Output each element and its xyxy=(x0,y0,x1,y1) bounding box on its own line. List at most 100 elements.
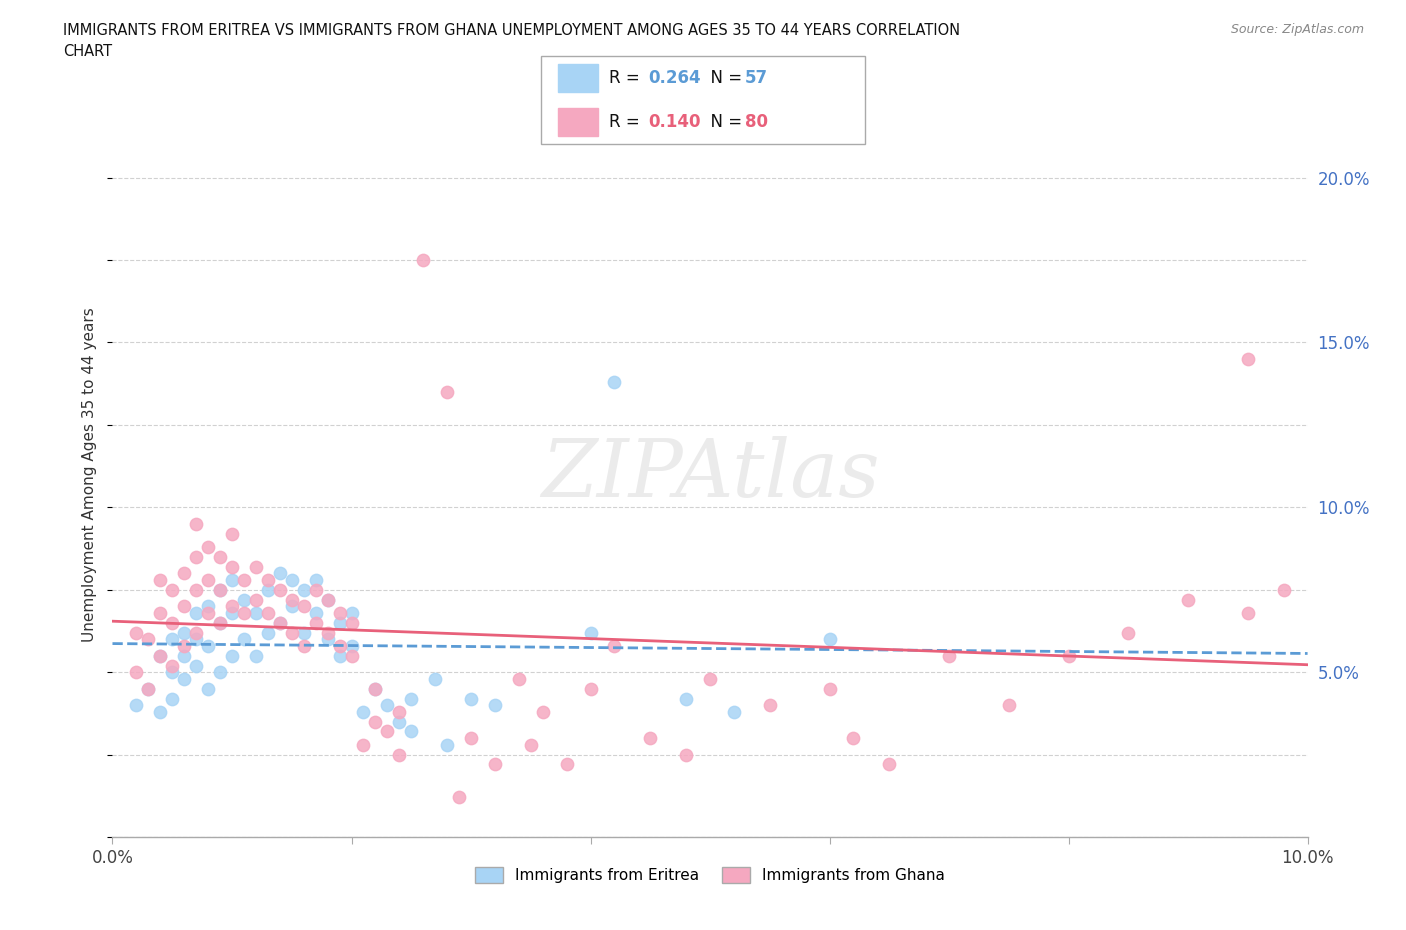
Point xyxy=(316,631,339,646)
Point xyxy=(245,592,267,607)
Point xyxy=(329,616,352,631)
Point xyxy=(209,550,232,565)
Point xyxy=(436,384,458,399)
Point xyxy=(818,681,841,696)
Text: 57: 57 xyxy=(745,69,768,86)
Point xyxy=(281,592,304,607)
Point xyxy=(353,704,375,719)
Point xyxy=(221,599,243,614)
Text: ZIPAtlas: ZIPAtlas xyxy=(541,435,879,513)
Point xyxy=(162,631,183,646)
Point xyxy=(340,638,363,653)
Point xyxy=(484,757,506,772)
Point xyxy=(173,599,195,614)
Point xyxy=(197,681,219,696)
Point xyxy=(281,625,304,640)
Point xyxy=(520,737,543,752)
Point xyxy=(197,572,219,587)
Point xyxy=(353,737,375,752)
Point xyxy=(162,582,183,597)
Point xyxy=(305,605,328,620)
Legend: Immigrants from Eritrea, Immigrants from Ghana: Immigrants from Eritrea, Immigrants from… xyxy=(468,859,952,891)
Text: CHART: CHART xyxy=(63,44,112,59)
Point xyxy=(257,625,280,640)
Point xyxy=(149,648,172,663)
Point xyxy=(340,605,363,620)
Point xyxy=(316,625,339,640)
Point xyxy=(340,648,363,663)
Point xyxy=(125,698,148,712)
Point xyxy=(221,526,243,541)
Point xyxy=(233,605,256,620)
Point xyxy=(186,550,208,565)
Point xyxy=(221,648,243,663)
Point xyxy=(292,638,315,653)
Point xyxy=(162,691,183,706)
Text: R =: R = xyxy=(609,113,645,131)
Point xyxy=(460,731,482,746)
Point xyxy=(186,605,208,620)
Point xyxy=(640,731,662,746)
Point xyxy=(292,599,315,614)
Point xyxy=(879,757,901,772)
Point xyxy=(675,691,697,706)
Point xyxy=(257,605,280,620)
Point xyxy=(269,616,291,631)
Point xyxy=(186,516,208,531)
Y-axis label: Unemployment Among Ages 35 to 44 years: Unemployment Among Ages 35 to 44 years xyxy=(82,307,97,642)
Point xyxy=(125,625,148,640)
Point xyxy=(257,582,280,597)
Text: R =: R = xyxy=(609,69,645,86)
Point xyxy=(149,605,172,620)
Text: IMMIGRANTS FROM ERITREA VS IMMIGRANTS FROM GHANA UNEMPLOYMENT AMONG AGES 35 TO 4: IMMIGRANTS FROM ERITREA VS IMMIGRANTS FR… xyxy=(63,23,960,38)
Point xyxy=(364,714,387,729)
Point xyxy=(316,592,339,607)
Point xyxy=(316,592,339,607)
Point xyxy=(221,559,243,574)
Point xyxy=(186,658,208,673)
Point xyxy=(162,616,183,631)
Point xyxy=(197,638,219,653)
Point xyxy=(818,631,841,646)
Point xyxy=(245,605,267,620)
Point xyxy=(221,605,243,620)
Point xyxy=(186,631,208,646)
Point xyxy=(233,631,256,646)
Point xyxy=(281,599,304,614)
Point xyxy=(281,572,304,587)
Point xyxy=(388,704,411,719)
Point xyxy=(173,565,195,580)
Point xyxy=(245,559,267,574)
Point xyxy=(173,671,195,686)
Point xyxy=(292,582,315,597)
Point xyxy=(364,681,387,696)
Point xyxy=(186,625,208,640)
Point xyxy=(173,625,195,640)
Point xyxy=(149,648,172,663)
Text: N =: N = xyxy=(700,113,748,131)
Point xyxy=(1237,605,1260,620)
Point xyxy=(186,582,208,597)
Point xyxy=(1237,352,1260,366)
Point xyxy=(401,724,423,739)
Point xyxy=(197,599,219,614)
Point xyxy=(388,747,411,762)
Text: 0.140: 0.140 xyxy=(648,113,700,131)
Point xyxy=(531,704,554,719)
Point xyxy=(579,625,602,640)
Point xyxy=(449,790,471,804)
Point xyxy=(842,731,865,746)
Point xyxy=(233,592,256,607)
Point xyxy=(401,691,423,706)
Point xyxy=(209,616,232,631)
Point xyxy=(125,665,148,680)
Text: Source: ZipAtlas.com: Source: ZipAtlas.com xyxy=(1230,23,1364,36)
Point xyxy=(209,582,232,597)
Point xyxy=(460,691,482,706)
Point xyxy=(603,638,626,653)
Point xyxy=(579,681,602,696)
Point xyxy=(938,648,960,663)
Point xyxy=(292,625,315,640)
Point xyxy=(998,698,1021,712)
Point xyxy=(1272,582,1295,597)
